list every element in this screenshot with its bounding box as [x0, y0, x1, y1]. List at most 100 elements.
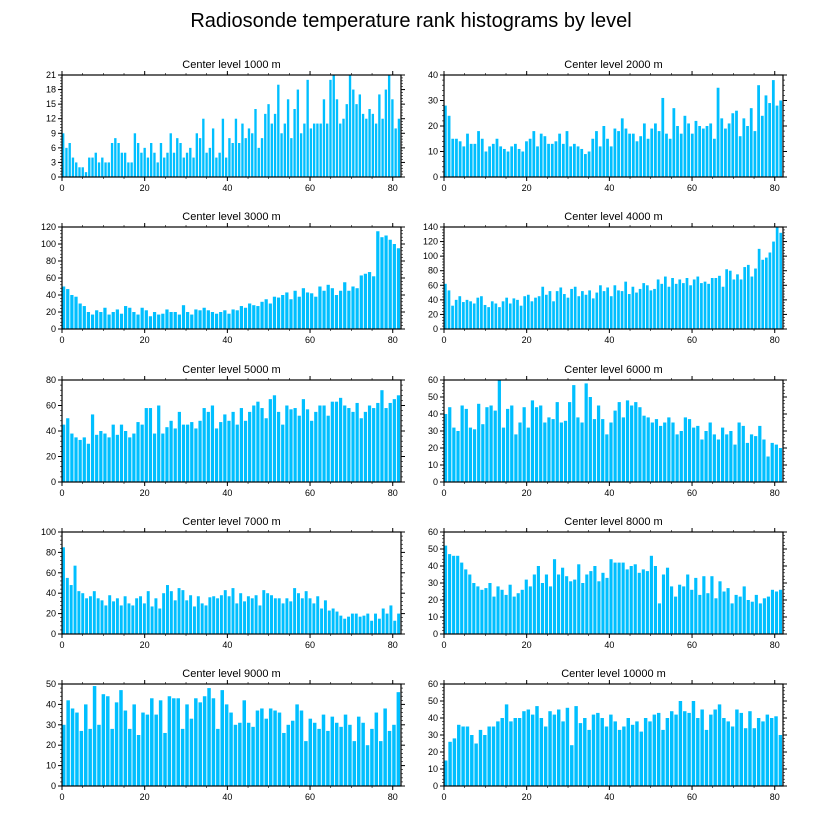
histogram-bar [605, 434, 609, 482]
panel-title: Center level 8000 m [564, 516, 662, 528]
histogram-bar [272, 296, 277, 329]
histogram-bar [617, 131, 620, 177]
y-tick-label: 10 [428, 764, 438, 774]
histogram-bar [166, 152, 169, 177]
x-tick-label: 60 [305, 335, 315, 345]
histogram-bar [397, 613, 401, 634]
histogram-bar [676, 126, 679, 177]
histogram-bar [726, 588, 730, 634]
histogram-bar [609, 146, 613, 177]
histogram-bar [753, 131, 757, 177]
histogram-bar [641, 569, 645, 634]
histogram-bar [345, 104, 348, 177]
histogram-bar [774, 444, 778, 482]
histogram-bar [243, 601, 247, 634]
histogram-bar [219, 595, 223, 634]
histogram-bar [293, 109, 296, 177]
histogram-bar [286, 724, 291, 786]
histogram-bar [79, 730, 84, 786]
histogram-bar [488, 146, 491, 177]
histogram-bar [764, 95, 768, 177]
histogram-bar [172, 698, 176, 786]
histogram-bar [745, 442, 750, 482]
histogram-bar [101, 694, 106, 786]
histogram-bar [771, 80, 775, 177]
histogram-bar [696, 425, 700, 482]
histogram-bar [303, 123, 306, 177]
histogram-bar [396, 692, 401, 786]
histogram-bar [181, 424, 186, 483]
histogram-bar [257, 147, 260, 177]
histogram-bar [185, 704, 189, 786]
histogram-bar [358, 616, 362, 634]
histogram-bar [722, 591, 726, 634]
y-tick-label: 80 [46, 375, 56, 385]
histogram-bar [208, 597, 212, 634]
histogram-bar [583, 718, 587, 786]
histogram-bar [343, 405, 347, 482]
histogram-bar [374, 712, 379, 786]
histogram-bar [574, 706, 578, 786]
histogram-bar [74, 296, 78, 329]
histogram-bar [165, 427, 169, 482]
histogram-bar [202, 408, 206, 482]
histogram-bar [132, 433, 136, 482]
histogram-bar [565, 131, 569, 177]
histogram-bar [629, 566, 633, 634]
x-tick-label: 40 [604, 183, 614, 193]
histogram-bar [270, 595, 273, 634]
histogram-bar [335, 611, 339, 634]
histogram-bar [380, 390, 384, 482]
histogram-bar [189, 595, 193, 634]
histogram-bar [94, 152, 97, 177]
histogram-bar [153, 152, 156, 177]
histogram-bar [654, 123, 657, 177]
histogram-bar [385, 613, 389, 634]
histogram-bar [128, 437, 132, 483]
histogram-bar [613, 410, 617, 482]
histogram-bar [62, 547, 65, 634]
histogram-bar [381, 608, 385, 634]
histogram-bar [154, 714, 158, 786]
histogram-bar [352, 741, 357, 786]
histogram-bar [281, 424, 285, 483]
histogram-bar [316, 123, 319, 177]
histogram-bar [145, 714, 150, 786]
histogram-panel-10: Center level 10000 m 0 10 20 30 40 50 60 0 20 40 60… [428, 668, 787, 802]
panel-title: Center level 7000 m [182, 516, 280, 528]
histogram-bar [682, 586, 686, 634]
histogram-bar [205, 152, 208, 177]
y-tick-label: 40 [428, 561, 438, 571]
histogram-bar [489, 405, 493, 482]
histogram-bar [772, 241, 775, 329]
histogram-bar [624, 281, 628, 329]
histogram-bar [308, 598, 312, 634]
histogram-bar [462, 302, 465, 329]
histogram-bar [62, 133, 65, 177]
histogram-bar [490, 301, 494, 329]
y-tick-label: 100 [423, 251, 438, 261]
histogram-bar [347, 290, 351, 329]
plot-frame [443, 226, 784, 330]
histogram-bar [101, 157, 104, 177]
histogram-bar [239, 408, 243, 482]
histogram-bar [238, 143, 241, 177]
histogram-bar [470, 735, 474, 786]
histogram-bar [491, 726, 496, 786]
histogram-bar [266, 593, 270, 634]
x-tick-label: 40 [222, 792, 232, 802]
histogram-bar [388, 402, 392, 482]
histogram-bar [774, 591, 779, 634]
histogram-bar [361, 722, 365, 786]
histogram-bar [561, 721, 565, 786]
y-tick-label: 60 [428, 280, 438, 290]
histogram-bar [548, 291, 552, 329]
histogram-bar [720, 118, 724, 177]
histogram-bar [597, 581, 601, 634]
histogram-bar [494, 303, 498, 329]
histogram-bar [729, 431, 733, 482]
histogram-bar [687, 123, 690, 177]
histogram-bar [663, 422, 667, 482]
y-tick-label: 40 [46, 426, 56, 436]
histogram-bar [146, 591, 150, 634]
